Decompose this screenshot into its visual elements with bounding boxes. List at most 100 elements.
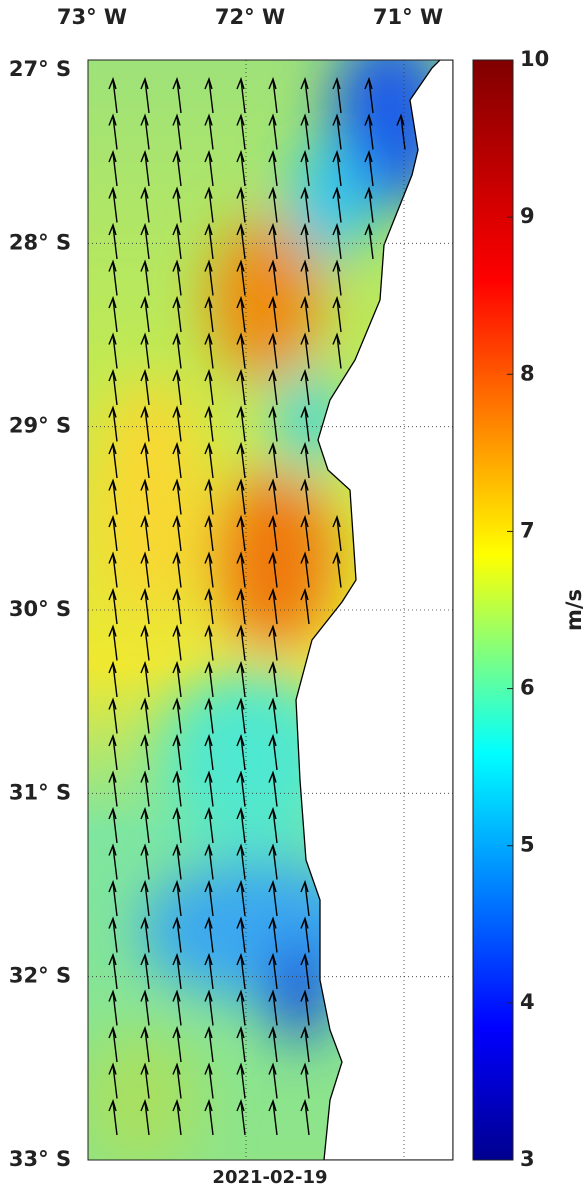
wind-arrow: [300, 1062, 310, 1099]
wind-arrow: [300, 551, 310, 588]
wind-arrow: [268, 916, 278, 953]
wind-arrow: [268, 1025, 278, 1063]
wind-arrow: [140, 770, 150, 807]
wind-arrow: [268, 879, 278, 917]
wind-arrow: [172, 222, 182, 260]
wind-arrow: [268, 843, 278, 880]
wind-arrow: [204, 916, 214, 953]
wind-arrow: [140, 368, 150, 406]
wind-arrow: [268, 587, 278, 625]
wind-arrow: [268, 222, 278, 260]
wind-arrow: [364, 186, 374, 223]
wind-arrow: [236, 332, 246, 369]
wind-arrow: [268, 989, 278, 1026]
wind-arrow: [204, 405, 214, 442]
wind-arrow: [268, 368, 278, 406]
wind-arrow: [300, 916, 310, 953]
wind-arrow: [268, 733, 278, 771]
wind-arrow: [172, 332, 182, 369]
colorbar-tick-label: 5: [520, 833, 535, 857]
y-tick-label: 33° S: [9, 1147, 71, 1171]
wind-arrow: [204, 113, 214, 150]
wind-arrow: [204, 478, 214, 515]
wind-arrow: [140, 624, 150, 661]
wind-arrow: [108, 697, 118, 734]
wind-arrow: [108, 952, 118, 990]
wind-arrow: [108, 989, 118, 1026]
wind-arrow: [300, 186, 310, 223]
wind-arrow: [140, 514, 150, 552]
wind-arrow: [332, 259, 342, 296]
wind-arrow: [236, 697, 246, 734]
wind-arrow: [172, 952, 182, 990]
wind-arrow: [140, 113, 150, 150]
wind-arrow: [268, 478, 278, 515]
wind-arrow: [332, 332, 342, 369]
wind-arrow: [236, 295, 246, 333]
wind-arrow: [204, 697, 214, 734]
wind-arrow: [172, 295, 182, 333]
wind-arrow: [332, 186, 342, 223]
wind-arrow: [108, 295, 118, 333]
wind-arrow: [364, 76, 374, 114]
wind-arrow: [204, 368, 214, 406]
colorbar-tick-label: 6: [520, 676, 535, 700]
wind-arrow: [204, 551, 214, 588]
y-tick-label: 27° S: [9, 57, 71, 81]
wind-arrow: [204, 952, 214, 990]
wind-arrow: [332, 76, 342, 114]
wind-arrow: [236, 1025, 246, 1063]
colorbar-tick-label: 7: [520, 518, 535, 542]
speed-field: [88, 60, 453, 1160]
wind-arrow: [204, 624, 214, 661]
wind-arrow: [108, 1025, 118, 1063]
wind-arrow: [236, 222, 246, 260]
wind-arrow: [108, 733, 118, 771]
wind-arrow: [236, 259, 246, 296]
wind-arrow: [140, 478, 150, 515]
wind-arrow: [236, 660, 246, 698]
wind-arrow: [236, 441, 246, 479]
land: [295, 60, 453, 1160]
y-tick-label: 30° S: [9, 597, 71, 621]
wind-arrow: [204, 733, 214, 771]
wind-arrows: [108, 76, 406, 1136]
wind-arrow: [300, 295, 310, 333]
colorbar-tick-label: 9: [520, 204, 535, 228]
wind-arrow: [108, 76, 118, 114]
wind-arrow: [268, 770, 278, 807]
wind-arrow: [172, 259, 182, 296]
wind-arrow: [236, 76, 246, 114]
wind-arrow: [300, 405, 310, 442]
wind-arrow: [236, 1062, 246, 1099]
wind-arrow: [108, 587, 118, 625]
wind-arrow: [268, 295, 278, 333]
wind-arrow: [108, 843, 118, 880]
wind-arrow: [300, 149, 310, 187]
wind-arrow: [300, 368, 310, 406]
wind-arrow: [172, 551, 182, 588]
wind-arrow: [236, 879, 246, 917]
wind-arrow: [236, 916, 246, 953]
wind-arrow: [108, 259, 118, 296]
wind-arrow: [108, 405, 118, 442]
wind-arrow: [268, 76, 278, 114]
x-tick-label: 72° W: [215, 5, 285, 29]
wind-arrow: [268, 806, 278, 844]
colorbar: [472, 59, 514, 1161]
wind-arrow: [108, 332, 118, 369]
wind-arrow: [204, 806, 214, 844]
wind-arrow: [332, 149, 342, 187]
wind-arrow: [236, 587, 246, 625]
wind-arrow: [236, 149, 246, 187]
wind-arrow: [204, 186, 214, 223]
wind-arrow: [204, 587, 214, 625]
wind-arrow: [332, 113, 342, 150]
wind-arrow: [236, 478, 246, 515]
plot-frame: [87, 59, 454, 1161]
wind-arrow: [172, 1062, 182, 1099]
wind-arrow: [108, 806, 118, 844]
wind-arrow: [172, 806, 182, 844]
wind-arrow: [268, 551, 278, 588]
